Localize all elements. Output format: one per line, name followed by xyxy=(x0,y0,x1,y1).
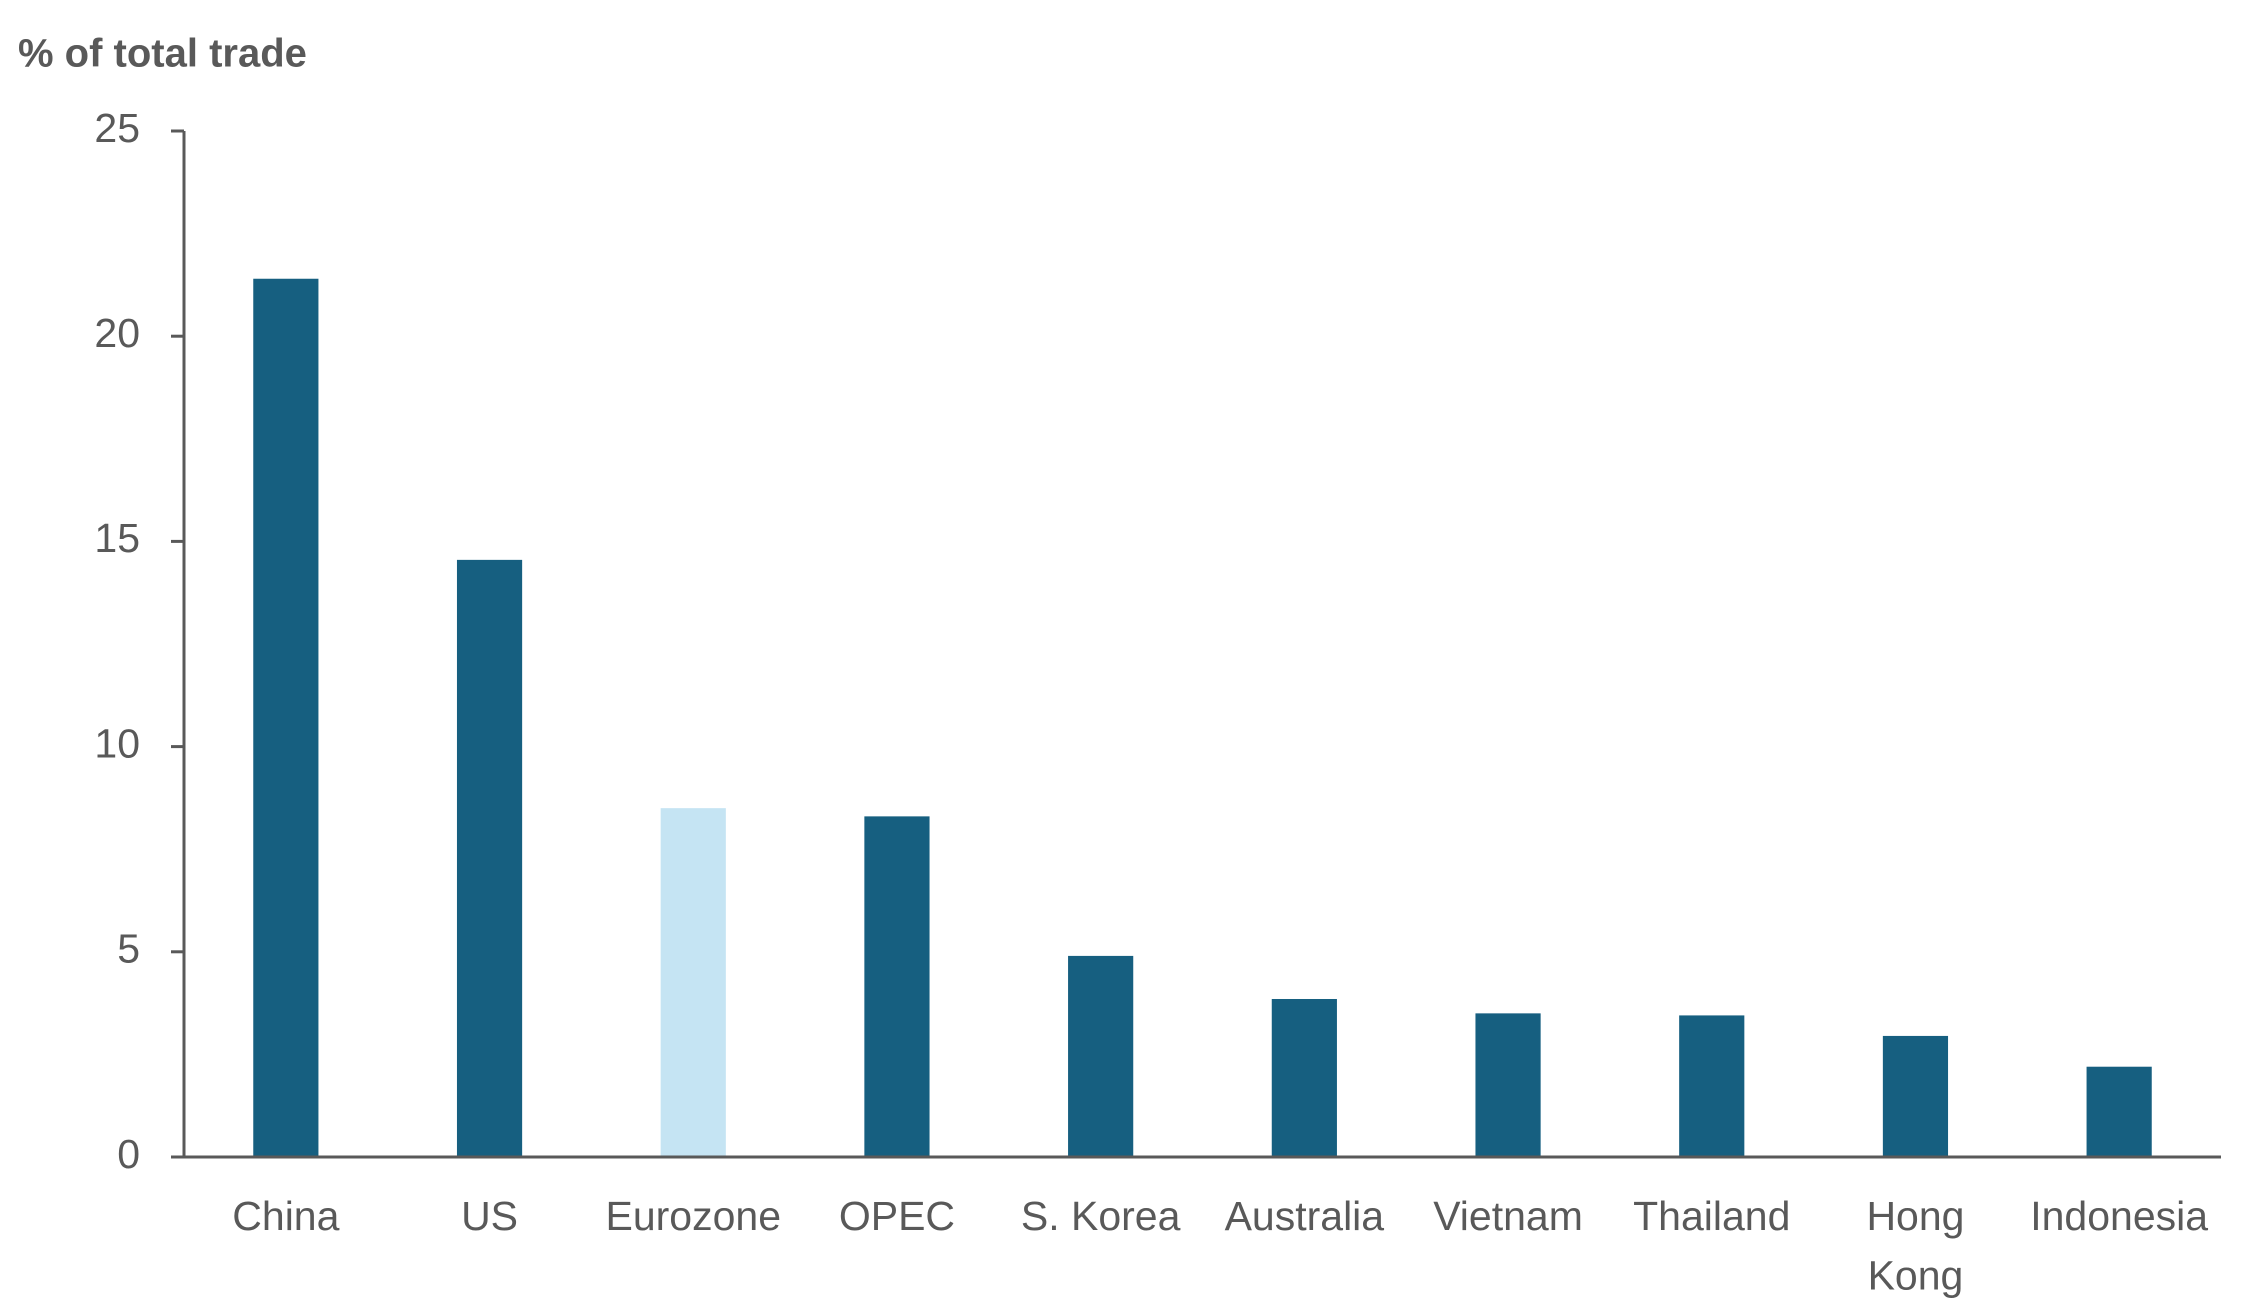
x-tick-label: Thailand xyxy=(1633,1193,1790,1239)
bar xyxy=(1679,1015,1745,1157)
x-tick-label: Australia xyxy=(1225,1193,1385,1239)
y-tick-label: 10 xyxy=(94,720,140,766)
bar xyxy=(456,559,523,1157)
bar xyxy=(864,816,930,1157)
x-tick-label: Hong Kong xyxy=(1866,1193,1964,1298)
y-tick-label: 25 xyxy=(94,105,140,151)
bar xyxy=(1068,955,1134,1157)
bar xyxy=(253,278,319,1157)
x-tick-label: US xyxy=(461,1193,518,1239)
y-axis-label: % of total trade xyxy=(18,32,307,76)
x-tick-label: Eurozone xyxy=(605,1193,781,1239)
x-tick-label: China xyxy=(232,1193,339,1239)
y-tick-label: 0 xyxy=(117,1131,140,1177)
x-tick-label: S. Korea xyxy=(1021,1193,1181,1239)
bar xyxy=(660,808,726,1157)
x-tick-label: OPEC xyxy=(839,1193,955,1239)
x-tick-label: Indonesia xyxy=(2030,1193,2208,1239)
y-tick-label: 20 xyxy=(94,310,140,356)
x-tick-label: Vietnam xyxy=(1433,1193,1583,1239)
y-tick-label: 5 xyxy=(117,926,140,972)
bar xyxy=(1882,1035,1949,1157)
bar xyxy=(1475,1013,1541,1157)
bar xyxy=(1271,998,1337,1157)
y-tick-label: 15 xyxy=(94,515,140,561)
bar xyxy=(2086,1066,2152,1157)
